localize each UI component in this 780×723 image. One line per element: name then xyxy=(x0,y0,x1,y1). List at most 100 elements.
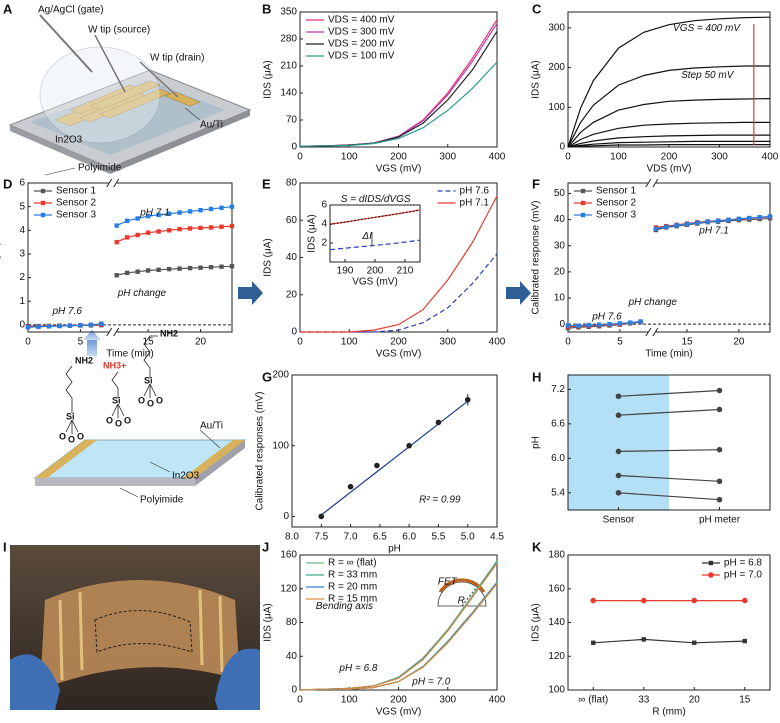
marker xyxy=(114,239,119,245)
y-tick-label: 300 xyxy=(548,23,565,34)
y-tick-label: 0 xyxy=(291,142,297,153)
axis-break xyxy=(645,178,652,188)
chem-label: O xyxy=(156,395,163,405)
panel-label: J xyxy=(262,539,269,554)
series-line xyxy=(300,195,498,333)
legend-label: VDS = 400 mV xyxy=(328,15,395,26)
x-tick-label: 5 xyxy=(617,337,623,348)
legend-label: R = ∞ (flat) xyxy=(328,558,377,569)
marker xyxy=(229,204,235,209)
marker xyxy=(219,224,224,229)
marker xyxy=(36,324,41,329)
y-axis-label: Calibrated response (mV) xyxy=(531,201,542,315)
marker xyxy=(229,223,235,229)
y-tick-label: 6.6 xyxy=(551,418,565,429)
y-axis-label: IDS (μA) xyxy=(307,214,318,253)
y-tick-label: 5.4 xyxy=(551,487,565,498)
plot-frame xyxy=(567,374,771,511)
label: W tip (source) xyxy=(88,25,150,36)
marker xyxy=(716,406,723,413)
x-tick-label: 0 xyxy=(297,337,303,348)
marker xyxy=(114,273,119,278)
annotation: S = dIDS/dVGS xyxy=(341,194,411,205)
marker xyxy=(57,323,62,329)
marker xyxy=(747,215,752,221)
droplet xyxy=(39,46,161,144)
marker xyxy=(726,217,731,223)
x-tick-label: 20 xyxy=(195,337,207,348)
y-tick-label: 0 xyxy=(19,320,25,331)
y-tick-label: 280 xyxy=(280,34,297,45)
marker xyxy=(565,323,571,328)
x-tick-label: 200 xyxy=(390,337,407,348)
plot-frame xyxy=(567,182,771,333)
marker xyxy=(46,324,52,329)
marker xyxy=(695,220,700,225)
chem-label: NH3+ xyxy=(103,360,126,370)
marker xyxy=(374,462,380,469)
marker xyxy=(674,223,679,228)
marker xyxy=(135,232,140,238)
marker xyxy=(198,265,203,270)
axis-break xyxy=(106,327,113,337)
series-line xyxy=(299,61,498,147)
series-line xyxy=(116,225,233,243)
marker xyxy=(716,446,723,453)
photo xyxy=(10,545,260,710)
device-traces xyxy=(58,589,224,681)
marker xyxy=(716,478,723,485)
annotation: R² = 0.99 xyxy=(419,494,461,505)
marker xyxy=(177,226,182,232)
flow-arrow xyxy=(238,281,263,305)
glove xyxy=(10,654,60,710)
x-tick-label: 400 xyxy=(489,152,506,163)
schematic-surface: NH2 NH3+ NH2 Si Si Si O O O O O O O O O … xyxy=(33,328,247,506)
leader xyxy=(184,107,201,121)
axis-break xyxy=(652,327,659,337)
chem-bonds xyxy=(65,335,158,434)
y-tick-label: 210 xyxy=(280,61,297,72)
marker xyxy=(166,211,172,216)
marker xyxy=(615,412,622,419)
y-tick-label: 20 xyxy=(286,289,298,300)
x-axis-label: Time (min) xyxy=(645,349,692,360)
x-tick-label: 210 xyxy=(397,266,414,277)
leader xyxy=(149,461,171,473)
y-tick-label: 0 xyxy=(559,142,565,153)
chem-label: O xyxy=(115,418,122,428)
legend-swatch xyxy=(40,212,46,218)
series-line xyxy=(329,209,421,226)
annotation: pH 7.6 xyxy=(591,312,622,323)
x-tick-label: 200 xyxy=(390,695,407,706)
series-line xyxy=(329,239,421,251)
x-tick-label: 0 xyxy=(565,337,571,348)
up-arrow xyxy=(87,340,97,356)
legend-label: Sensor 3 xyxy=(596,210,636,221)
x-tick-label: 0 xyxy=(25,337,31,348)
plot-frame xyxy=(27,182,233,333)
chem-label: NH2 xyxy=(75,355,93,365)
plot-frame xyxy=(291,374,498,528)
marker xyxy=(99,321,104,326)
legend-label: pH = 6.8 xyxy=(724,558,763,569)
marker xyxy=(406,442,412,449)
y-tick-label: 80 xyxy=(286,617,298,628)
y-tick-label: 4 xyxy=(321,219,327,230)
x-tick-label: 8.0 xyxy=(285,532,299,543)
marker xyxy=(156,229,161,234)
legend-swatch xyxy=(708,560,714,566)
marker xyxy=(757,215,762,220)
chem-label: O xyxy=(68,434,75,444)
marker xyxy=(653,226,659,231)
x-tick-label: 300 xyxy=(711,152,728,163)
panel-label: H xyxy=(532,369,541,384)
label: Ag/AgCl (gate) xyxy=(38,5,104,16)
y-tick-label: 140 xyxy=(548,617,565,628)
marker xyxy=(435,419,442,426)
leader xyxy=(119,487,139,498)
series-line xyxy=(593,638,745,644)
annotation: R xyxy=(458,596,465,607)
x-tick-label: 0 xyxy=(297,695,303,706)
marker xyxy=(705,219,710,224)
y-tick-label: 2 xyxy=(19,272,25,283)
